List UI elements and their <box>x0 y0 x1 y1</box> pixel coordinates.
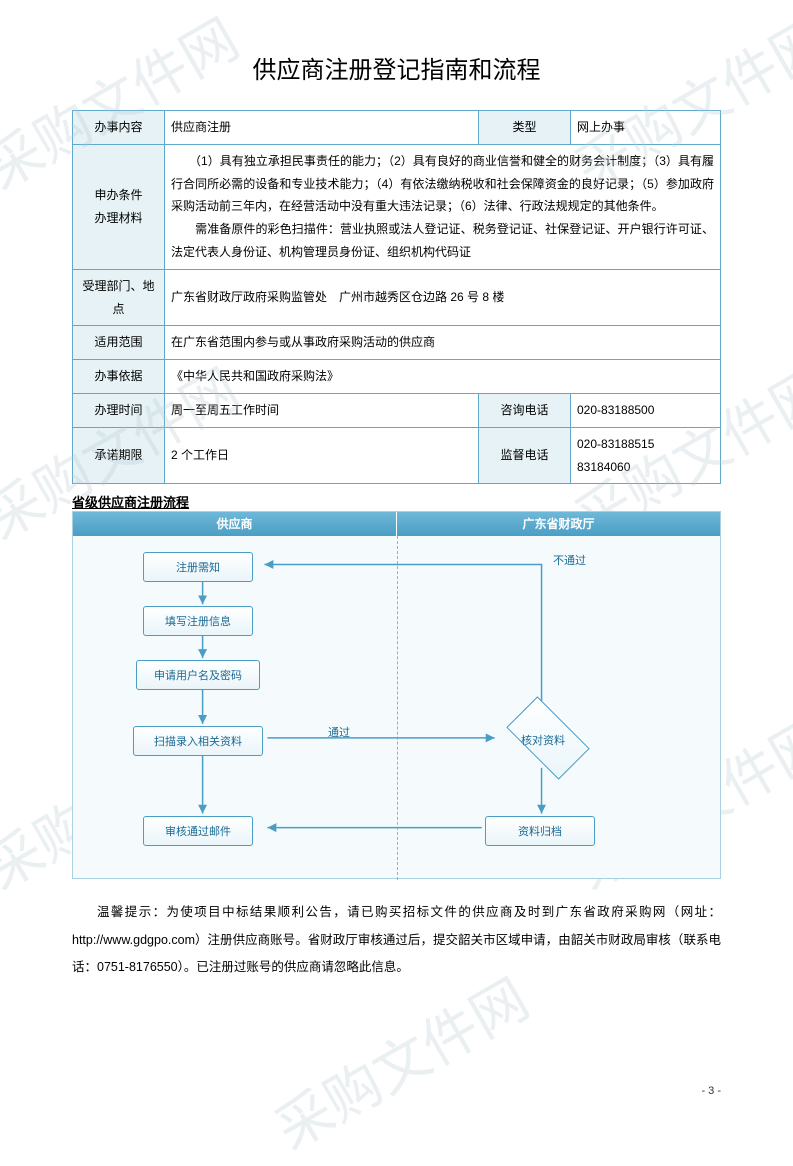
cell-value: 周一至周五工作时间 <box>165 393 479 427</box>
cell-value: 020-83188500 <box>571 393 721 427</box>
page-number: - 3 - <box>701 1085 721 1097</box>
flow-node-notice: 注册需知 <box>143 552 253 582</box>
table-row: 办事内容 供应商注册 类型 网上办事 <box>73 111 721 145</box>
watermark: 采购文件网 <box>259 955 542 1165</box>
cell-label: 办事依据 <box>73 360 165 394</box>
cell-value: 供应商注册 <box>165 111 479 145</box>
flowchart-header-left: 供应商 <box>73 512 397 536</box>
cell-value: 广东省财政厅政府采购监管处 广州市越秀区仓边路 26 号 8 楼 <box>165 269 721 326</box>
table-row: 办理时间 周一至周五工作时间 咨询电话 020-83188500 <box>73 393 721 427</box>
info-table: 办事内容 供应商注册 类型 网上办事 申办条件 办理材料 （1）具有独立承担民事… <box>72 110 721 484</box>
flowchart: 供应商 广东省财政厅 注册需 <box>72 511 721 879</box>
notice-text: 温馨提示：为使项目中标结果顺利公告，请已购买招标文件的供应商及时到广东省政府采购… <box>72 899 721 982</box>
flowchart-header: 供应商 广东省财政厅 <box>73 512 720 536</box>
table-row: 受理部门、地点 广东省财政厅政府采购监管处 广州市越秀区仓边路 26 号 8 楼 <box>73 269 721 326</box>
table-row: 承诺期限 2 个工作日 监督电话 020-83188515 83184060 <box>73 427 721 484</box>
table-row: 申办条件 办理材料 （1）具有独立承担民事责任的能力；（2）具有良好的商业信誉和… <box>73 144 721 269</box>
cell-label: 办理时间 <box>73 393 165 427</box>
cell-value: 2 个工作日 <box>165 427 479 484</box>
table-row: 适用范围 在广东省范围内参与或从事政府采购活动的供应商 <box>73 326 721 360</box>
cell-label: 申办条件 办理材料 <box>73 144 165 269</box>
flowchart-body: 注册需知 填写注册信息 申请用户名及密码 扫描录入相关资料 审核通过邮件 核对资… <box>73 536 720 880</box>
cell-label: 承诺期限 <box>73 427 165 484</box>
cell-value: 020-83188515 83184060 <box>571 427 721 484</box>
flow-node-fill: 填写注册信息 <box>143 606 253 636</box>
flow-node-email: 审核通过邮件 <box>143 816 253 846</box>
flow-edge-pass: 通过 <box>328 724 350 740</box>
cell-label: 类型 <box>479 111 571 145</box>
flow-node-apply: 申请用户名及密码 <box>136 660 260 690</box>
cell-value: 网上办事 <box>571 111 721 145</box>
cell-value: 在广东省范围内参与或从事政府采购活动的供应商 <box>165 326 721 360</box>
section-header: 省级供应商注册流程 <box>72 492 721 511</box>
cell-value: （1）具有独立承担民事责任的能力；（2）具有良好的商业信誉和健全的财务会计制度；… <box>165 144 721 269</box>
page-title: 供应商注册登记指南和流程 <box>72 50 721 85</box>
flowchart-divider <box>397 536 398 880</box>
flow-node-scan: 扫描录入相关资料 <box>133 726 263 756</box>
cell-label: 监督电话 <box>479 427 571 484</box>
cell-label: 咨询电话 <box>479 393 571 427</box>
cell-value: 《中华人民共和国政府采购法》 <box>165 360 721 394</box>
flow-edge-fail: 不通过 <box>553 552 586 568</box>
cell-label: 适用范围 <box>73 326 165 360</box>
flow-diamond-label: 核对资料 <box>503 732 583 748</box>
flow-node-archive: 资料归档 <box>485 816 595 846</box>
flowchart-header-right: 广东省财政厅 <box>397 512 720 536</box>
table-row: 办事依据 《中华人民共和国政府采购法》 <box>73 360 721 394</box>
cell-label: 受理部门、地点 <box>73 269 165 326</box>
cell-label: 办事内容 <box>73 111 165 145</box>
